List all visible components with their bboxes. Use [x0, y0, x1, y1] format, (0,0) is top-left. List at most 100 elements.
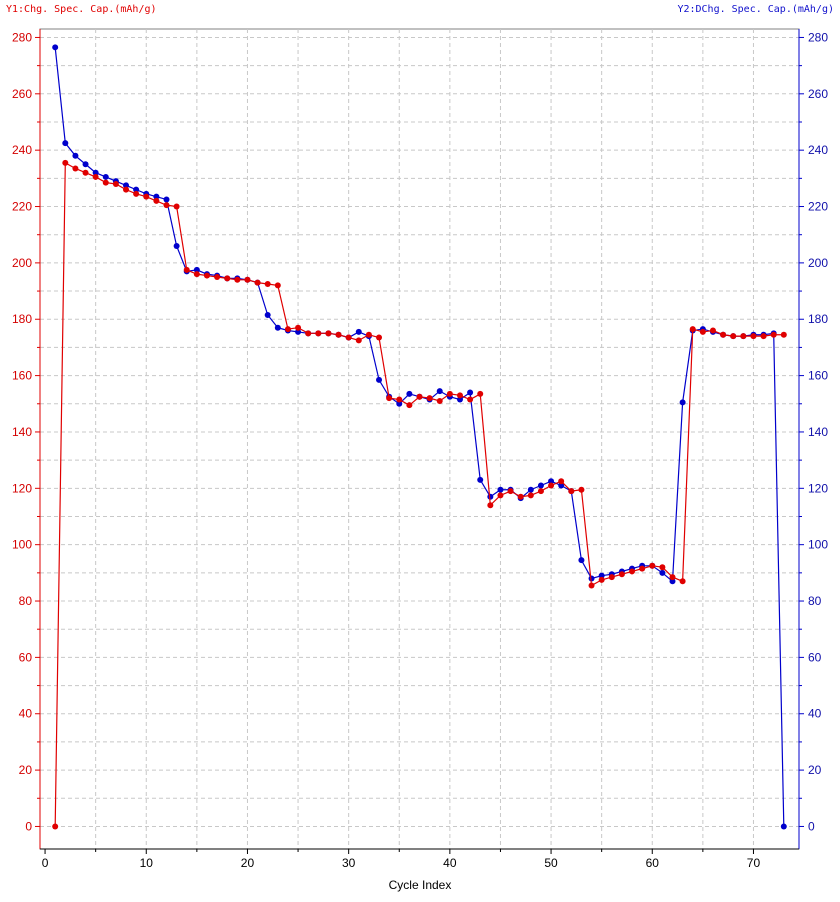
discharge-data-point [376, 376, 383, 383]
plot-frame [39, 28, 800, 850]
x-tick-label: 10 [140, 856, 154, 870]
charge-data-point [102, 179, 109, 186]
charge-data-point [598, 576, 605, 583]
charge-data-point [588, 582, 595, 589]
y2-tick-label: 220 [808, 200, 828, 214]
charge-data-point [284, 326, 291, 333]
y1-tick-label: 260 [12, 87, 32, 101]
x-tick-label: 50 [544, 856, 558, 870]
charge-data-point [203, 272, 210, 279]
y1-tick-label: 240 [12, 143, 32, 157]
charge-data-point [669, 574, 676, 581]
discharge-data-point [679, 399, 686, 406]
x-tick-label: 40 [443, 856, 457, 870]
charge-data-point [679, 578, 686, 585]
y1-tick-label: 20 [19, 763, 33, 777]
discharge-data-point [355, 328, 362, 335]
charge-data-point [446, 390, 453, 397]
discharge-data-point [123, 182, 130, 189]
charge-data-point [537, 488, 544, 495]
discharge-data-point [497, 486, 504, 493]
y2-axis-title: Y2:DChg. Spec. Cap.(mAh/g) [677, 4, 834, 15]
y1-tick-label: 0 [25, 819, 32, 833]
charge-data-point [720, 331, 727, 338]
charge-data-point [517, 493, 524, 500]
charge-data-point [325, 330, 332, 337]
grid-layer [39, 28, 800, 850]
charge-data-point [730, 333, 737, 340]
discharge-data-point [558, 482, 565, 489]
discharge-data-point [467, 389, 474, 396]
y2-tick-label: 140 [808, 425, 828, 439]
charge-data-point [578, 486, 585, 493]
discharge-data-point [527, 486, 534, 493]
y1-tick-label: 120 [12, 481, 32, 495]
charge-data-point [183, 266, 190, 273]
y1-axis-title: Y1:Chg. Spec. Cap.(mAh/g) [6, 4, 157, 15]
charge-data-point [436, 397, 443, 404]
charge-data-point [699, 328, 706, 335]
charge-data-point [62, 159, 69, 166]
charge-data-point [467, 396, 474, 403]
charge-data-point [274, 282, 281, 289]
discharge-data-point [163, 196, 170, 203]
y1-tick-label: 40 [19, 707, 33, 721]
charge-data-point [52, 823, 59, 830]
discharge-data-point [52, 44, 59, 51]
charge-data-point [487, 502, 494, 509]
discharge-data-point [406, 390, 413, 397]
y2-tick-label: 20 [808, 763, 822, 777]
charge-data-point [72, 165, 79, 172]
y1-tick-label: 60 [19, 650, 33, 664]
charge-data-point [234, 276, 241, 283]
charge-data-point [507, 488, 514, 495]
discharge-data-point [659, 569, 666, 576]
charge-data-point [92, 173, 99, 180]
charge-data-point [568, 488, 575, 495]
discharge-data-point [295, 328, 302, 335]
discharge-data-point [436, 388, 443, 395]
charge-data-point [112, 180, 119, 187]
discharge-data-point [62, 140, 69, 147]
y2-tick-label: 280 [808, 30, 828, 44]
discharge-data-point [396, 400, 403, 407]
discharge-data-point [537, 482, 544, 489]
y2-tick-label: 240 [808, 143, 828, 157]
charge-data-point [396, 396, 403, 403]
y2-tick-label: 260 [808, 87, 828, 101]
discharge-data-point [173, 242, 180, 249]
charge-data-point [497, 492, 504, 499]
discharge-data-point [264, 312, 271, 319]
charge-data-point [143, 193, 150, 200]
x-tick-label: 20 [241, 856, 255, 870]
charge-data-point [659, 564, 666, 571]
charge-data-point [456, 392, 463, 399]
charge-data-point [416, 393, 423, 400]
charge-data-point [224, 275, 231, 282]
y2-tick-label: 180 [808, 312, 828, 326]
charge-data-point [355, 337, 362, 344]
charge-data-point [649, 562, 656, 569]
discharge-data-point [153, 193, 160, 200]
charge-data-point [295, 324, 302, 331]
y1-tick-label: 280 [12, 30, 32, 44]
charge-data-point [244, 276, 251, 283]
discharge-data-point [477, 476, 484, 483]
y1-tick-label: 100 [12, 538, 32, 552]
charge-data-point [780, 331, 787, 338]
y1-tick-label: 80 [19, 594, 33, 608]
y1-tick-label: 140 [12, 425, 32, 439]
discharge-data-point [598, 572, 605, 579]
discharge-data-point [548, 478, 555, 485]
y1-tick-label: 160 [12, 369, 32, 383]
charge-data-point [173, 203, 180, 210]
charge-data-point [740, 333, 747, 340]
charge-data-point [193, 271, 200, 278]
y1-tick-label: 220 [12, 200, 32, 214]
charge-data-point [254, 279, 261, 286]
y2-tick-label: 160 [808, 369, 828, 383]
charge-data-point [82, 169, 89, 176]
charge-data-point [214, 273, 221, 280]
charge-data-point [770, 331, 777, 338]
